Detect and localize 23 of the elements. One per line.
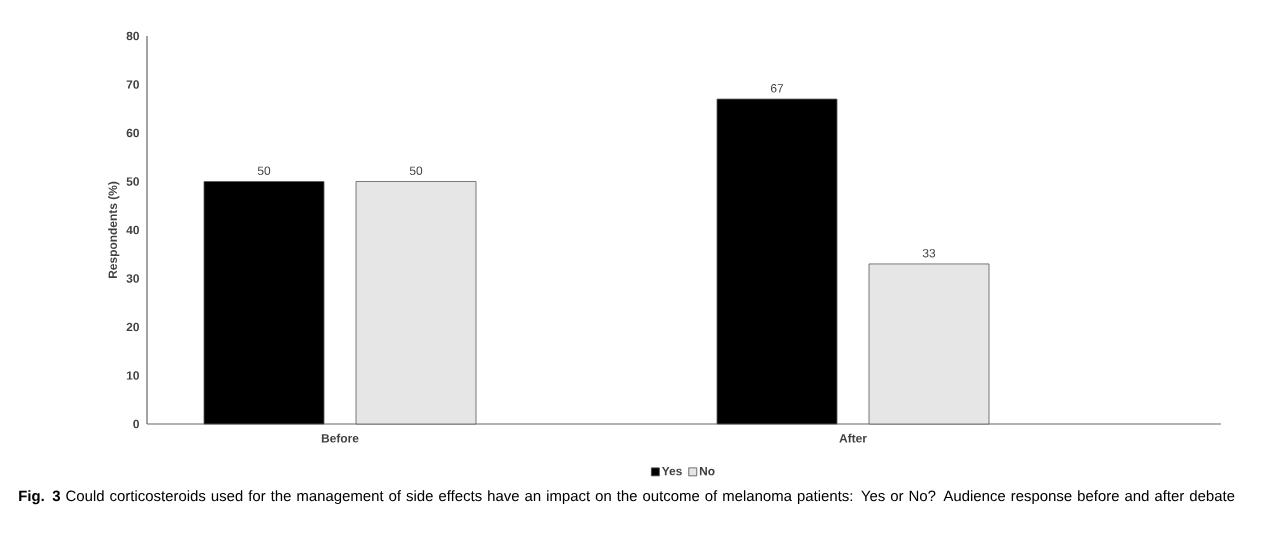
legend-label: Yes — [661, 466, 682, 476]
data-label: 33 — [922, 248, 936, 258]
bar — [716, 98, 838, 425]
y-tick-label: 30 — [126, 274, 139, 283]
data-label: 50 — [409, 166, 423, 175]
y-tick-label: 10 — [126, 371, 139, 380]
y-tick-label: 50 — [126, 177, 139, 186]
bar — [868, 263, 990, 425]
legend-label: No — [699, 466, 715, 476]
bar — [203, 181, 325, 425]
y-tick-label: 20 — [126, 322, 139, 332]
text: Fig. 3 Could corticosteroids used for the management of side effects have an impact on the outcome of melanoma patients: Yes or No? Audience response before and after debate — [19, 490, 1235, 505]
bar — [355, 181, 477, 425]
data-label: 67 — [770, 84, 784, 93]
y-tick-label: 70 — [126, 80, 139, 89]
y-tick-label: 40 — [126, 225, 139, 235]
data-label: 50 — [257, 166, 271, 175]
x-tick-label: Before — [321, 433, 359, 443]
y-axis-title: Respondents (%) — [108, 181, 120, 279]
y-tick-label: 0 — [133, 419, 139, 429]
x-tick-label: After — [839, 433, 867, 443]
y-tick-label: 60 — [126, 128, 139, 138]
y-tick-label: 80 — [126, 31, 139, 41]
